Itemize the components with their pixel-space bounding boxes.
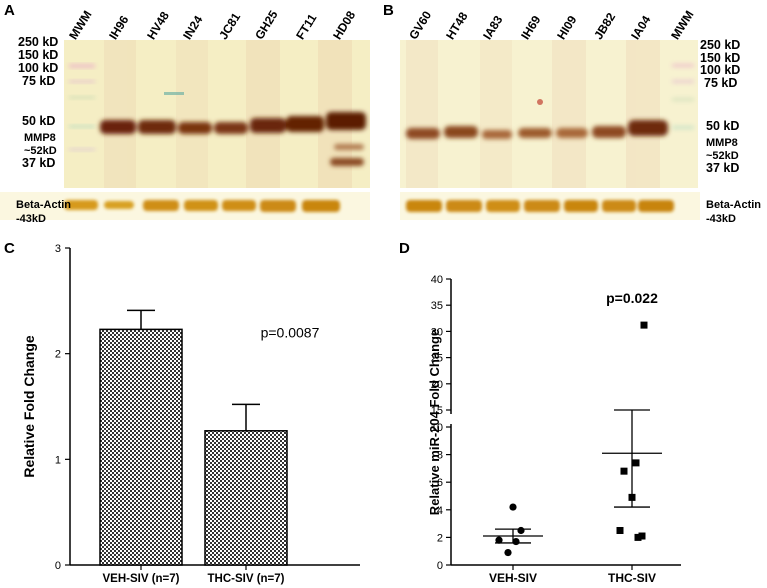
mw-marker: 100 kD	[700, 63, 741, 77]
data-point	[517, 526, 525, 535]
lane-label: HD08	[330, 8, 359, 42]
target-size: ~52kD	[706, 150, 739, 162]
loading-size-a: -43kD	[16, 213, 46, 225]
data-point	[634, 533, 642, 541]
y-tick-label: 15	[431, 405, 443, 417]
target-label: MMP8	[24, 132, 56, 144]
y-tick-label: 3	[55, 243, 61, 255]
y-tick-label: 30	[431, 326, 443, 338]
y-tick-label: 4	[437, 505, 443, 517]
p-value-annotation: p=0.0087	[261, 324, 320, 340]
lane-label: MWM	[66, 8, 95, 42]
x-tick-label: VEH-SIV	[489, 571, 537, 585]
panel-c-letter: C	[4, 240, 15, 257]
data-point	[509, 503, 517, 511]
mw-marker: 250 kD	[700, 38, 741, 52]
mw-marker: 150 kD	[700, 51, 741, 65]
mw-marker-37: 37 kD	[22, 156, 56, 170]
lane-label: IA04	[628, 13, 654, 42]
blot-a-bands	[64, 40, 370, 188]
x-tick-label: VEH-SIV (n=7)	[102, 573, 179, 585]
lane-label: JB82	[591, 10, 619, 42]
y-tick-label: 2	[437, 532, 443, 544]
panel-d-letter: D	[399, 240, 410, 257]
blot-b-bands	[400, 40, 698, 188]
data-point	[640, 321, 648, 329]
y-tick-label: 20	[431, 379, 443, 391]
y-tick-label: 0	[437, 560, 443, 572]
panel-a-letter: A	[4, 2, 15, 19]
y-tick-label: 40	[431, 274, 443, 286]
mw-marker: 250 kD	[18, 35, 59, 49]
y-tick-label: 2	[55, 349, 61, 361]
data-point	[495, 536, 503, 544]
data-point	[638, 532, 646, 540]
mw-ladder	[69, 64, 95, 151]
mw-marker-50: 50 kD	[706, 119, 740, 133]
bar	[204, 430, 288, 566]
y-tick-label: 25	[431, 353, 443, 365]
actin-a-bands	[64, 200, 340, 212]
lane-label: IH69	[518, 13, 544, 42]
lane-label: HT48	[443, 9, 471, 42]
y-tick-label: 1	[55, 454, 61, 466]
mw-marker: 75 kD	[22, 74, 56, 88]
mw-marker: 150 kD	[18, 48, 59, 62]
y-tick-label: 0	[55, 560, 61, 572]
loading-label-a: Beta-Actin	[16, 199, 72, 211]
lane-label: HI09	[554, 13, 580, 42]
panel-b-letter: B	[383, 2, 394, 19]
data-point	[504, 548, 512, 557]
lane-label: IN24	[180, 13, 206, 42]
y-tick-label: 8	[437, 450, 443, 462]
data-point	[632, 459, 640, 467]
mw-marker: 100 kD	[18, 61, 59, 75]
target-size: ~52kD	[24, 145, 57, 157]
mw-marker: 75 kD	[704, 76, 738, 90]
bar-chart-c: 0 1 2 3 Relative Fold Change VEH-SIV (n=7) THC…	[21, 243, 360, 585]
mw-marker-37: 37 kD	[706, 161, 740, 175]
y-tick-label: 35	[431, 300, 443, 312]
actin-b-bands	[406, 200, 674, 212]
loading-size-b: -43kD	[706, 213, 736, 225]
data-point	[616, 527, 624, 534]
data-point	[620, 467, 628, 475]
x-tick-label: THC-SIV	[608, 571, 656, 585]
lane-label: GV60	[406, 8, 435, 42]
y-tick-label: 10	[431, 422, 443, 434]
data-point	[628, 493, 636, 501]
lane-label: JC81	[216, 10, 244, 42]
beta-actin-blot-b	[400, 192, 700, 220]
western-blot-b	[400, 40, 698, 188]
target-label: MMP8	[706, 137, 738, 149]
mw-marker: 50 kD	[22, 114, 56, 128]
lane-label: FT11	[293, 11, 320, 42]
lane-label: IA83	[480, 13, 506, 42]
p-value-annotation: p=0.022	[606, 290, 658, 306]
bar	[99, 328, 183, 566]
lane-label: MWM	[668, 8, 697, 42]
lane-label: IH96	[106, 13, 132, 42]
beta-actin-blot-a	[0, 192, 370, 220]
loading-label-b: Beta-Actin	[706, 199, 762, 211]
lane-label: HV48	[144, 9, 172, 42]
western-blot-a	[64, 40, 370, 188]
x-tick-label: THC-SIV (n=7)	[208, 573, 285, 585]
data-point	[512, 537, 520, 546]
y-axis-label: Relative miR-204 Fold Change	[427, 329, 442, 515]
y-tick-label: 6	[437, 477, 443, 489]
lane-label: GH25	[252, 7, 281, 42]
y-axis-label: Relative Fold Change	[21, 335, 37, 478]
mw-ladder	[672, 64, 694, 129]
